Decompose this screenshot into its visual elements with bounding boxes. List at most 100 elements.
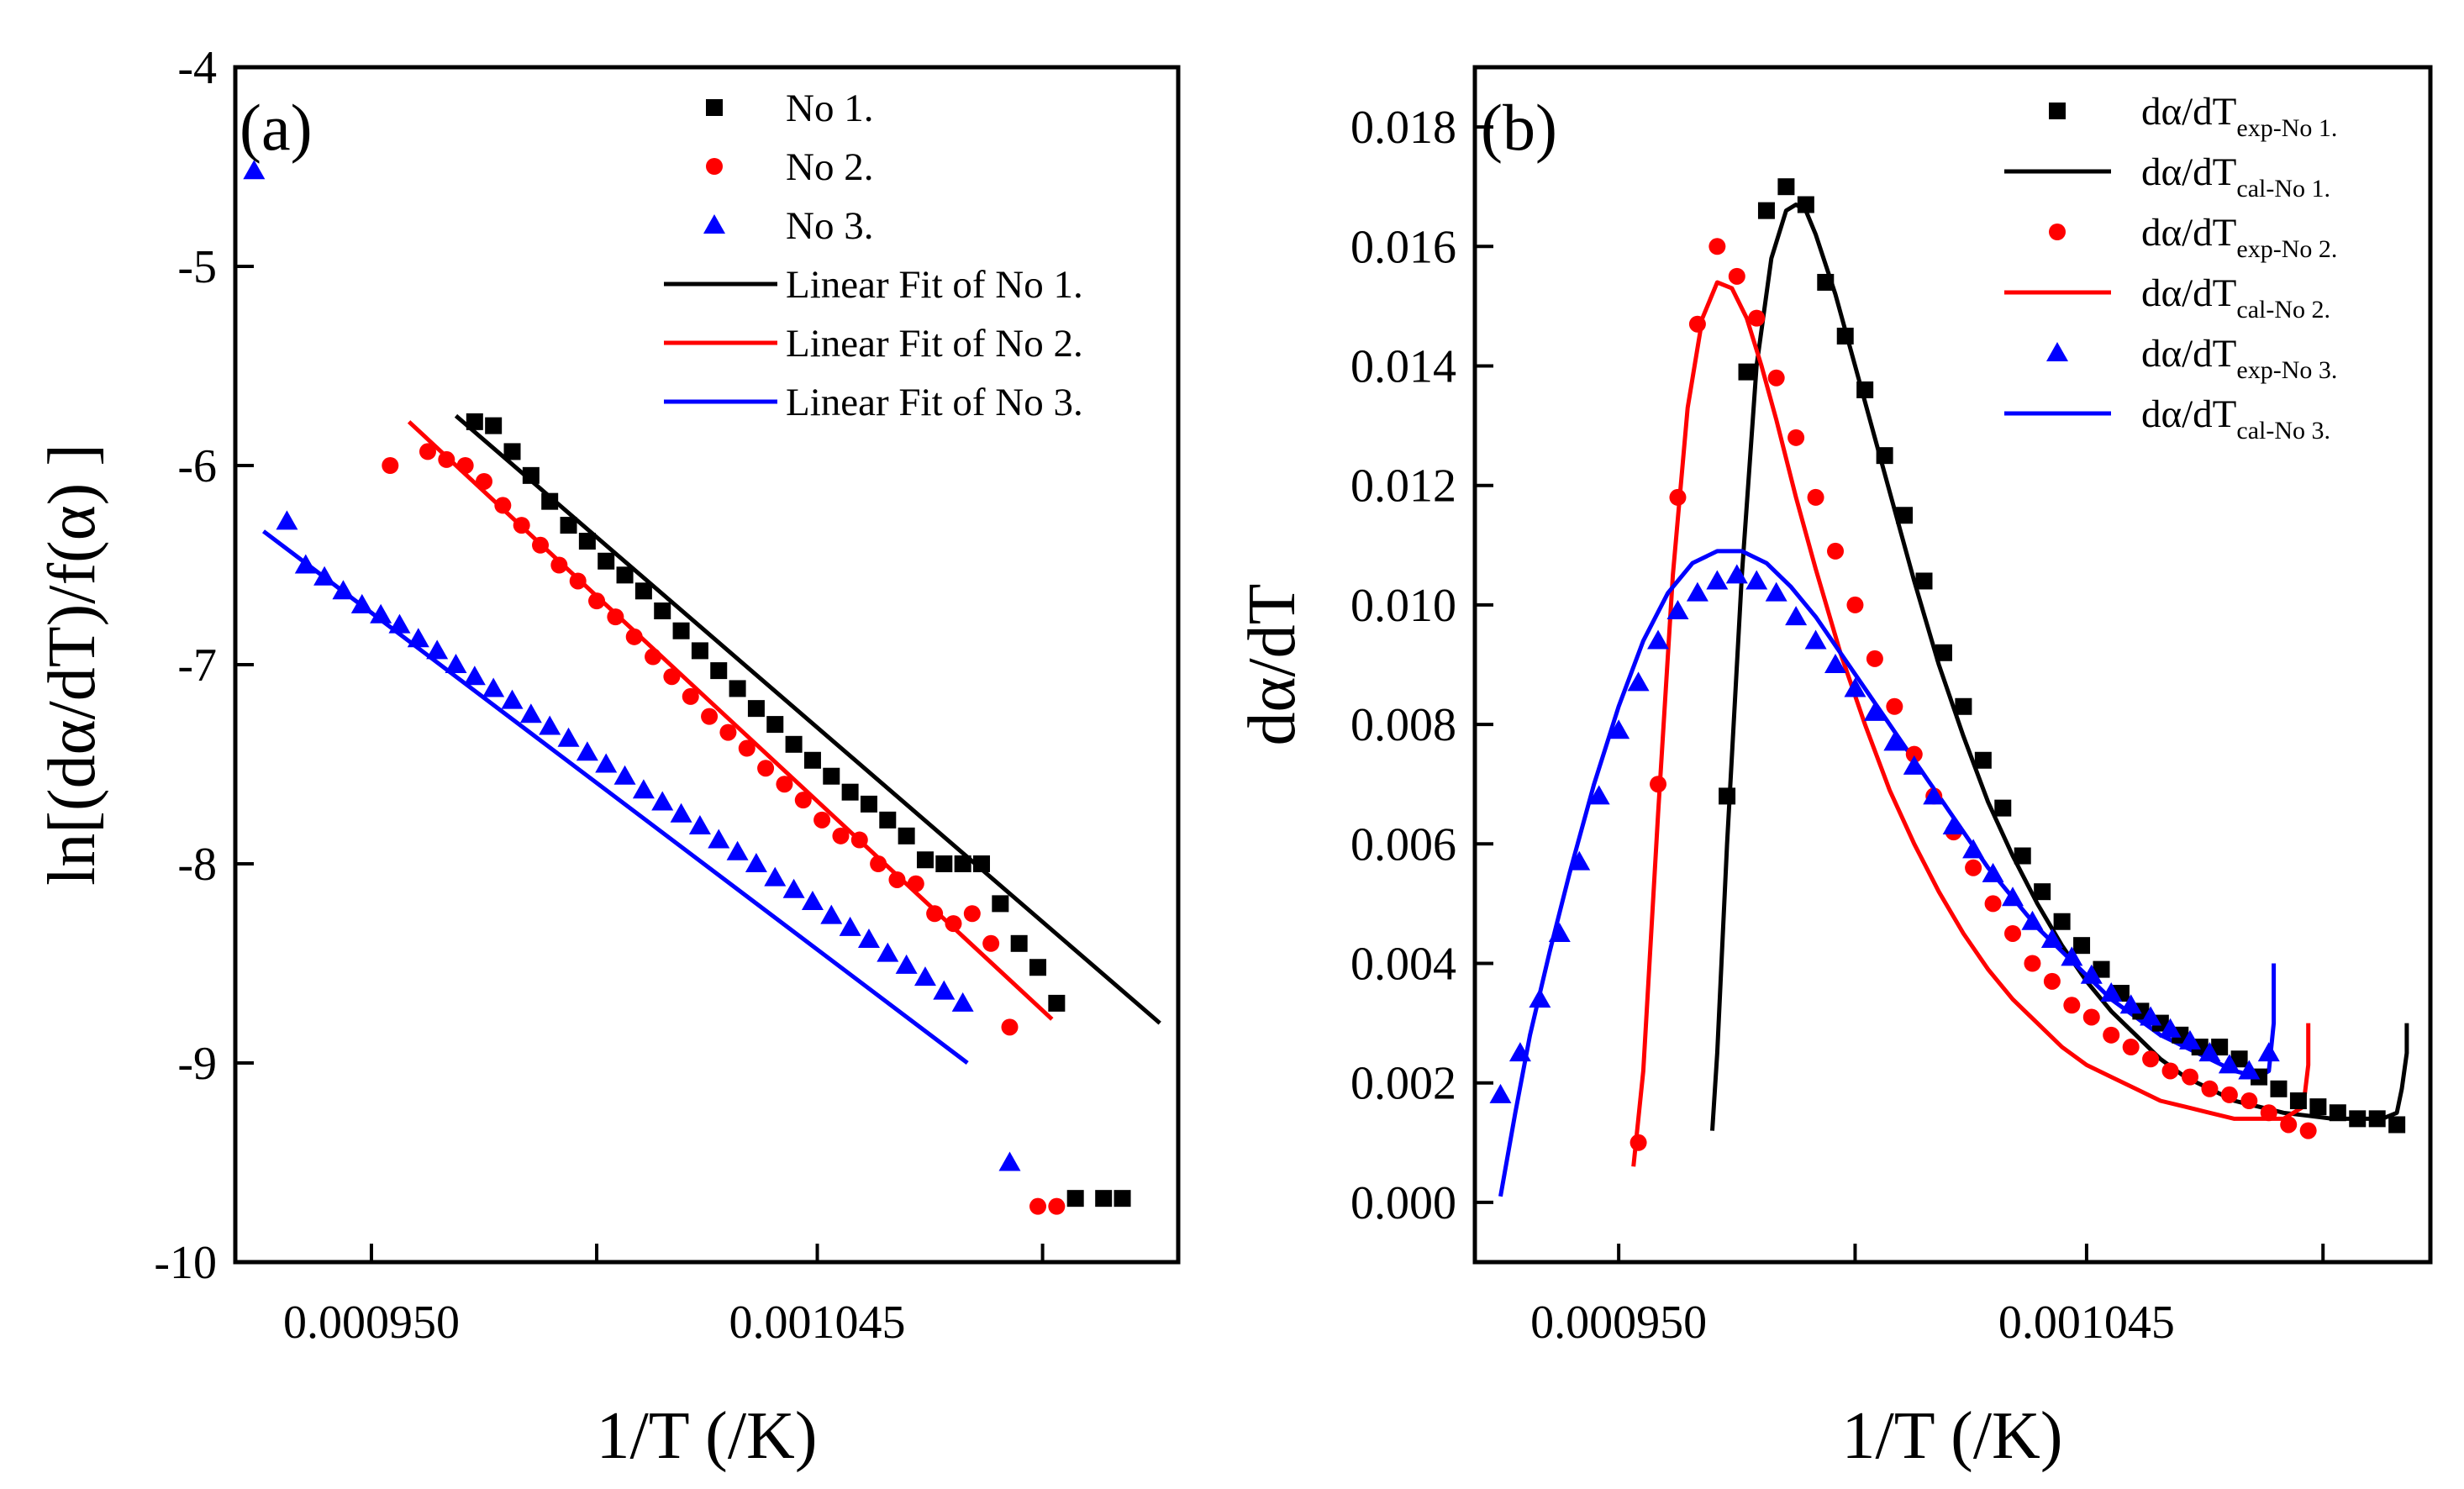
data-point — [764, 866, 787, 887]
data-point — [1647, 629, 1670, 650]
data-point — [532, 536, 550, 554]
data-point — [757, 760, 775, 777]
data-point — [1974, 751, 1992, 769]
panel-b-legend: dα/dTexp-No 1. dα/dTcal-No 1. dα/dTexp-No … — [2004, 90, 2337, 445]
data-point — [832, 827, 850, 844]
data-point — [982, 934, 1000, 952]
data-point — [634, 582, 652, 600]
data-point — [1827, 542, 1845, 560]
y-tick-label: 0.014 — [1350, 341, 1456, 393]
panel-b-label: (b) — [1481, 91, 1557, 164]
data-point — [2043, 972, 2061, 990]
data-point — [382, 457, 399, 474]
data-point — [2280, 1116, 2298, 1134]
data-point — [877, 942, 899, 962]
data-point — [785, 735, 803, 753]
data-point — [2270, 1080, 2288, 1097]
data-point — [1630, 1134, 1647, 1151]
y-tick-label: -4 — [177, 42, 217, 94]
legend-entry-label: No 3. — [786, 204, 873, 248]
data-point — [1982, 862, 2004, 882]
data-point — [2309, 1098, 2327, 1116]
legend-marker-swatch — [2049, 224, 2066, 240]
data-point — [1903, 755, 1925, 775]
data-point — [2388, 1116, 2406, 1134]
data-point — [438, 450, 455, 468]
data-point — [813, 811, 831, 829]
data-point — [2140, 1006, 2162, 1026]
data-point — [1785, 606, 1808, 626]
data-point — [1650, 776, 1667, 793]
data-point — [1001, 1018, 1019, 1036]
data-point — [1719, 787, 1736, 805]
data-point — [998, 1151, 1021, 1171]
data-point — [485, 417, 503, 434]
y-tick-label: -8 — [177, 839, 217, 891]
data-point — [557, 727, 580, 747]
y-tick-label: -9 — [177, 1038, 217, 1090]
data-point — [1568, 850, 1591, 871]
data-point — [2161, 1062, 2179, 1080]
data-point — [745, 853, 767, 872]
data-point — [1029, 1197, 1047, 1215]
data-point — [972, 855, 990, 872]
data-point — [1765, 581, 1787, 602]
panel-b-markers — [1489, 178, 2406, 1151]
data-point — [519, 703, 542, 723]
data-point — [916, 851, 934, 869]
data-point — [2159, 1018, 2182, 1038]
data-point — [243, 160, 266, 180]
data-point — [2230, 1050, 2248, 1068]
data-point — [1666, 600, 1689, 620]
data-point — [907, 875, 924, 892]
panel-a-y-axis-label: ln[(dα/dT)/f(α) ] — [35, 444, 109, 886]
legend-entry-label: dα/dTcal-No 2. — [2141, 271, 2330, 324]
data-point — [501, 689, 524, 709]
data-point — [654, 602, 671, 620]
data-point — [350, 593, 373, 613]
data-point — [2368, 1110, 2386, 1128]
data-point — [632, 779, 655, 799]
legend-marker-swatch — [706, 99, 723, 116]
data-point — [388, 613, 411, 634]
data-point — [1608, 719, 1630, 739]
data-point — [1866, 650, 1883, 667]
data-point — [963, 905, 981, 923]
data-point — [2040, 929, 2063, 949]
data-point — [860, 795, 877, 813]
data-point — [482, 677, 505, 697]
data-point — [933, 980, 956, 1000]
data-point — [895, 954, 918, 974]
data-point — [332, 580, 355, 600]
data-point — [1896, 507, 1914, 524]
data-point — [1787, 429, 1805, 446]
data-point — [494, 497, 512, 514]
data-point — [2329, 1104, 2346, 1122]
data-point — [1095, 1190, 1113, 1208]
data-point — [1114, 1190, 1131, 1208]
data-point — [839, 916, 861, 936]
data-point — [1066, 1190, 1084, 1208]
data-point — [898, 827, 915, 844]
data-point — [407, 628, 429, 648]
data-point — [951, 992, 974, 1012]
y-tick-label: 0.000 — [1350, 1177, 1456, 1229]
data-point — [1923, 785, 1945, 805]
legend-entry-label: Linear Fit of No 3. — [786, 381, 1083, 424]
data-point — [2080, 964, 2103, 984]
panel-a-fit-lines — [261, 413, 1161, 1065]
data-point — [2220, 1086, 2238, 1103]
data-point — [607, 608, 624, 626]
data-point — [1725, 564, 1748, 584]
data-point — [870, 855, 887, 872]
data-point — [1807, 488, 1824, 506]
data-point — [954, 855, 971, 872]
data-point — [1804, 629, 1827, 650]
legend-entry-label: No 1. — [786, 87, 873, 130]
series-line — [1710, 203, 2409, 1131]
y-tick-label: 0.016 — [1350, 221, 1456, 273]
data-point — [578, 533, 596, 550]
data-point — [313, 566, 336, 586]
data-point — [841, 783, 859, 801]
y-tick-label: -10 — [154, 1237, 217, 1289]
